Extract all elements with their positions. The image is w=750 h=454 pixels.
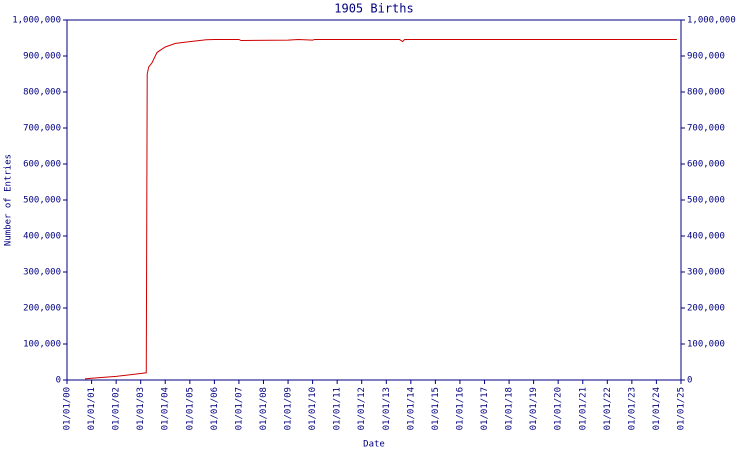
x-tick-label: 01/01/20	[554, 387, 564, 430]
x-tick-label: 01/01/23	[627, 387, 637, 430]
x-tick-label: 01/01/00	[63, 387, 73, 430]
x-tick-label: 01/01/08	[259, 387, 269, 430]
x-tick-label: 01/01/16	[455, 387, 465, 430]
x-tick-label: 01/01/01	[87, 387, 97, 430]
y2-tick-label: 600,000	[687, 160, 725, 170]
x-tick-label: 01/01/14	[406, 387, 416, 430]
x-tick-label: 01/01/24	[652, 387, 662, 430]
x-tick-label: 01/01/06	[210, 387, 220, 430]
y2-tick-label: 400,000	[687, 232, 725, 242]
y-tick-label: 900,000	[23, 52, 61, 62]
y-tick-label: 100,000	[23, 340, 61, 350]
x-tick-label: 01/01/11	[333, 387, 343, 430]
y2-tick-label: 100,000	[687, 340, 725, 350]
x-tick-label: 01/01/17	[480, 387, 490, 430]
y2-tick-label: 800,000	[687, 88, 725, 98]
x-tick-label: 01/01/18	[505, 387, 515, 430]
x-axis-label: Date	[363, 440, 385, 450]
y2-tick-label: 200,000	[687, 304, 725, 314]
y2-tick-label: 0	[687, 376, 692, 386]
y-tick-label: 700,000	[23, 124, 61, 134]
y-tick-label: 0	[56, 376, 61, 386]
y-tick-label: 600,000	[23, 160, 61, 170]
chart-title: 1905 Births	[334, 2, 413, 16]
y2-tick-label: 500,000	[687, 196, 725, 206]
y-tick-label: 800,000	[23, 88, 61, 98]
x-tick-label: 01/01/10	[308, 387, 318, 430]
x-tick-label: 01/01/03	[136, 387, 146, 430]
x-tick-label: 01/01/04	[161, 387, 171, 430]
y-tick-label: 1,000,000	[12, 16, 61, 26]
y-tick-label: 400,000	[23, 232, 61, 242]
y-tick-label: 300,000	[23, 268, 61, 278]
x-tick-label: 01/01/21	[578, 387, 588, 430]
x-tick-label: 01/01/25	[677, 387, 687, 430]
x-tick-label: 01/01/13	[382, 387, 392, 430]
y-axis-label: Number of Entries	[4, 154, 14, 246]
x-tick-label: 01/01/05	[185, 387, 195, 430]
y2-tick-label: 700,000	[687, 124, 725, 134]
x-tick-label: 01/01/12	[357, 387, 367, 430]
x-tick-label: 01/01/09	[284, 387, 294, 430]
line-series	[84, 38, 677, 380]
x-tick-label: 01/01/02	[112, 387, 122, 430]
y2-tick-label: 300,000	[687, 268, 725, 278]
y2-tick-label: 1,000,000	[687, 16, 736, 26]
y2-tick-label: 900,000	[687, 52, 725, 62]
x-tick-label: 01/01/07	[234, 387, 244, 430]
y-tick-label: 200,000	[23, 304, 61, 314]
x-tick-label: 01/01/22	[603, 387, 613, 430]
x-tick-label: 01/01/15	[431, 387, 441, 430]
y-tick-label: 500,000	[23, 196, 61, 206]
x-tick-label: 01/01/19	[529, 387, 539, 430]
